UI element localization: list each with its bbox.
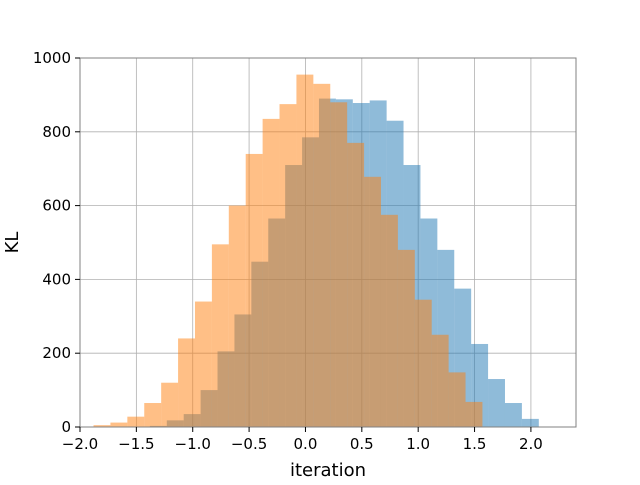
y-tick-label-2: 400 <box>42 270 71 288</box>
bar-series-1-bin-3 <box>144 403 162 427</box>
x-tick-label-7: 1.5 <box>463 435 487 453</box>
bar-series-1-bin-16 <box>364 176 381 427</box>
bar-series-0-bin-20 <box>488 379 505 427</box>
x-tick-label-4: 0.0 <box>294 435 318 453</box>
bar-series-1-bin-15 <box>347 142 365 427</box>
bar-series-1-bin-11 <box>279 104 297 427</box>
bar-series-1-bin-13 <box>313 83 331 427</box>
y-tick-label-5: 1000 <box>33 49 71 67</box>
x-tick-label-5: 0.5 <box>350 435 374 453</box>
bar-series-1-bin-0 <box>93 425 111 427</box>
x-tick-label-8: 2.0 <box>519 435 543 453</box>
x-tick-label-0: −2.0 <box>62 435 98 453</box>
y-tick-label-3: 600 <box>42 197 71 215</box>
y-tick-label-0: 0 <box>61 418 71 436</box>
bar-series-1-bin-18 <box>397 249 415 427</box>
bar-series-1-bin-17 <box>380 214 398 427</box>
bar-series-1-bin-1 <box>110 422 128 427</box>
y-tick-label-4: 800 <box>42 123 71 141</box>
x-tick-label-3: −0.5 <box>231 435 267 453</box>
bar-series-1-bin-7 <box>211 244 229 427</box>
bar-series-0-bin-22 <box>521 418 539 427</box>
y-tick-label-1: 200 <box>42 344 71 362</box>
bar-series-1-bin-2 <box>127 416 145 427</box>
bar-series-1-bin-4 <box>161 382 179 427</box>
x-tick-label-6: 1.0 <box>406 435 430 453</box>
bar-series-1-bin-12 <box>296 74 314 427</box>
x-tick-label-2: −1.0 <box>175 435 211 453</box>
bar-series-1-bin-10 <box>262 118 280 427</box>
bar-series-1-bin-8 <box>228 205 246 427</box>
bar-series-1-bin-20 <box>431 334 449 427</box>
bar-series-1-bin-6 <box>194 301 212 427</box>
y-axis-label: KL <box>2 232 23 254</box>
plot-frame <box>79 57 577 428</box>
bar-series-1-bin-22 <box>465 401 483 427</box>
histogram-bars <box>93 74 539 427</box>
bar-series-1-bin-19 <box>414 299 432 427</box>
bar-series-1-bin-5 <box>178 338 195 427</box>
bar-series-0-bin-21 <box>504 403 522 427</box>
x-axis-label: iteration <box>290 460 366 480</box>
bar-series-1-bin-21 <box>448 372 466 427</box>
bar-series-1-bin-14 <box>330 102 348 427</box>
bar-series-1-bin-9 <box>245 153 263 427</box>
x-tick-label-1: −1.5 <box>118 435 154 453</box>
axis-ticks: −2.0 −1.5 −1.0 −0.5 0.0 0.5 1.0 1.5 2.0 0 200 400 60… <box>33 49 543 453</box>
